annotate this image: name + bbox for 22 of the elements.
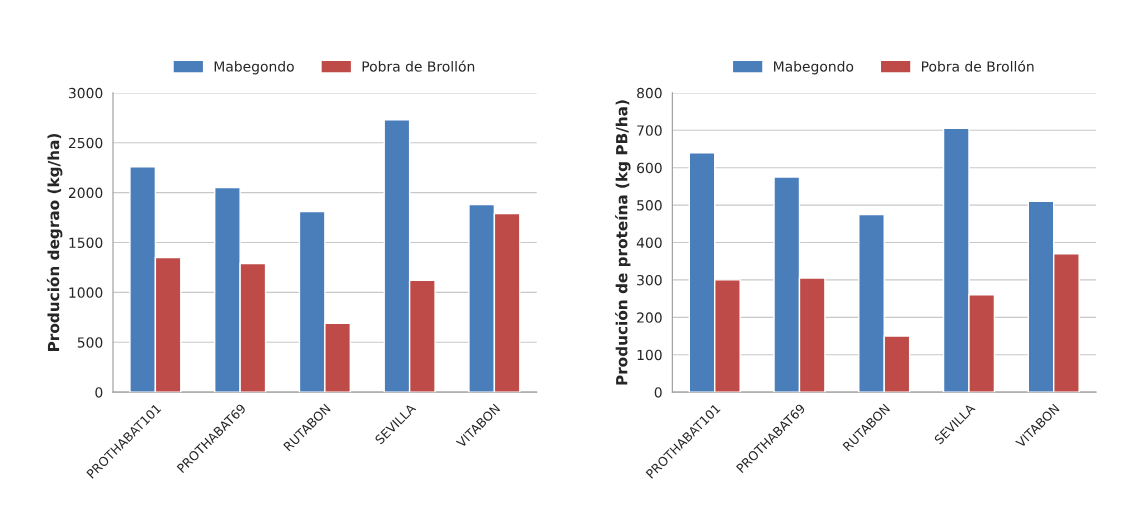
y-tick-label: 500 <box>637 200 662 211</box>
legend-label: Mabegondo <box>214 60 294 75</box>
y-tick-label: 3000 <box>68 87 103 99</box>
y-tick-label: 100 <box>637 349 662 361</box>
y-tick-label: 0 <box>95 387 103 398</box>
y-tick-label: 700 <box>637 125 662 136</box>
y-tick-label: 500 <box>77 337 103 348</box>
y-tick-label: 300 <box>637 274 662 286</box>
y-tick-label: 200 <box>637 312 662 323</box>
y-tick-label: 400 <box>636 237 662 248</box>
y-tick-label: 600 <box>637 162 662 174</box>
y-tick-label: 1000 <box>69 287 103 298</box>
y-tick-label: 2000 <box>68 187 103 199</box>
y-axis-title: Produción degrao (kg/ha) <box>46 133 63 351</box>
legend-label: Mabegondo <box>774 60 854 75</box>
y-tick-label: 1500 <box>69 237 103 248</box>
y-tick-label: 2500 <box>68 137 103 149</box>
y-tick-label: 0 <box>654 387 662 398</box>
y-tick-label: 800 <box>637 87 662 99</box>
legend-label: Pobra de Brollón <box>362 60 475 72</box>
y-axis-title: Produción de proteína (kg PB/ha) <box>615 100 631 385</box>
legend-label: Pobra de Brollón <box>921 60 1034 72</box>
